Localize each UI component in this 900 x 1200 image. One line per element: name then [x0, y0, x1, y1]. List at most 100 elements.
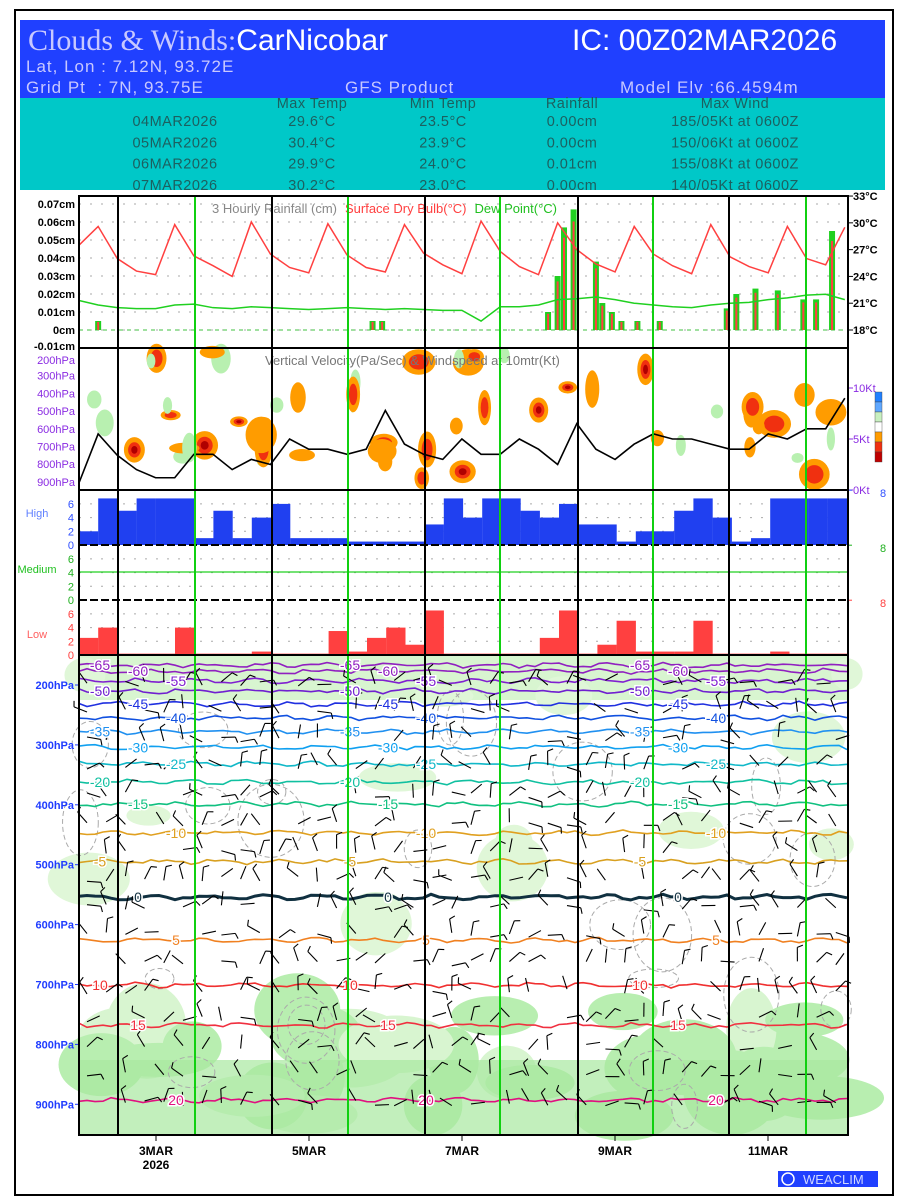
humidity-shade: [365, 892, 402, 919]
column-header: Max Wind: [701, 96, 769, 112]
wind-barb-flag: [383, 866, 387, 873]
downdraft-blob: [744, 437, 756, 458]
cloud-bar: [194, 538, 214, 545]
wind-barb: [688, 674, 702, 683]
wind-barb-flag: [458, 1058, 461, 1065]
y2-tick-label: 18°C: [853, 325, 878, 337]
wind-barb: [505, 1089, 510, 1104]
wind-barb-flag: [489, 693, 496, 698]
wind-barb: [240, 1016, 255, 1020]
cloud-bar: [751, 538, 771, 545]
wind-barb: [181, 694, 184, 709]
row-min-temp: 23.0°C: [419, 178, 467, 194]
colorbar-swatch: [874, 411, 883, 423]
updraft-blob: [87, 390, 102, 409]
wind-barb: [489, 840, 501, 852]
wind-barb: [446, 1004, 453, 1019]
wind-barb-flag: [273, 679, 278, 686]
wind-barb: [643, 1090, 648, 1105]
cloud-bar: [655, 531, 675, 545]
wind-barb: [700, 809, 711, 822]
wind-barb: [758, 1010, 772, 1018]
wind-barb: [777, 756, 789, 767]
wind-barb: [297, 816, 311, 825]
wind-barb: [585, 752, 593, 766]
wind-barb: [240, 784, 251, 796]
isotherm-wind-panel: -65-65-65-60-60-60-55-55-55-50-50-50-45-…: [35, 655, 885, 1141]
wind-barb: [739, 904, 754, 908]
wind-barb: [470, 708, 485, 714]
wind-barb: [220, 1088, 222, 1103]
wind-barb: [757, 977, 760, 992]
cloud-bar: [117, 510, 137, 545]
wind-barb: [612, 928, 625, 937]
wind-barb-flag: [766, 810, 773, 813]
wind-barb-flag: [330, 890, 335, 896]
wind-barb-flag: [681, 694, 688, 698]
y-tick-label: 0.03cm: [38, 271, 76, 283]
wind-barb: [643, 909, 658, 912]
wind-barb: [499, 1006, 510, 1018]
wind-barb: [252, 868, 261, 882]
wind-barb-flag: [818, 861, 825, 864]
wind-barb: [449, 918, 453, 933]
cloud-bar: [693, 498, 713, 545]
wind-barb: [488, 1059, 491, 1074]
wind-barb: [201, 1089, 208, 1104]
updraft-blob: [675, 434, 686, 456]
wind-barb: [196, 1003, 203, 1017]
wind-barb: [307, 951, 318, 963]
panel-frame: [78, 654, 849, 1136]
wind-barb: [73, 706, 88, 713]
wind-barb: [259, 790, 273, 798]
grid-point: Grid Pt : 7N, 93.75E: [26, 78, 204, 97]
wind-barb: [624, 707, 639, 714]
wind-barb: [432, 1012, 447, 1018]
wind-barb-flag: [196, 999, 202, 1005]
wind-barb-flag: [348, 872, 355, 878]
medium-cloud-panel: 8 6 42 0 Medium: [17, 543, 886, 607]
x-tick-label: 3MAR: [139, 1144, 173, 1158]
vertical-velocity-panel: Vertical Velocity(Pa/Sec) & Windspeed at…: [37, 343, 876, 497]
wind-barb: [736, 921, 741, 936]
wind-barb: [181, 1091, 184, 1106]
updraft-blob: [454, 349, 465, 369]
wind-barb: [163, 1088, 169, 1102]
wind-barb: [362, 1014, 376, 1023]
cloud-bar: [539, 517, 560, 545]
wind-barb-flag: [596, 1011, 602, 1015]
y-tick-label: 0: [68, 540, 74, 552]
wind-barb-flag: [253, 1019, 257, 1026]
wind-barb: [353, 838, 357, 853]
isotherm-label: 15: [130, 1017, 146, 1033]
table-row: 06MAR2026 29.9°C 24.0°C 0.01cm 155/08Kt at 0…: [132, 157, 798, 173]
wind-barb: [596, 868, 606, 881]
downdraft-core: [468, 352, 481, 362]
wind-barb: [528, 868, 539, 880]
cloud-bar: [386, 627, 406, 655]
wind-barb: [240, 738, 255, 743]
wind-barb: [795, 697, 798, 712]
wind-barb: [449, 723, 453, 738]
wind-barb-flag: [173, 758, 180, 763]
wind-barb: [432, 725, 435, 740]
cloud-bar: [770, 651, 790, 655]
wind-barb-flag: [812, 834, 818, 840]
wind-barb: [278, 838, 287, 852]
downdraft-core: [745, 397, 760, 416]
wind-barb-flag: [122, 1054, 129, 1060]
wind-barb-flag: [684, 948, 691, 951]
wind-barb-flag: [388, 906, 393, 913]
wind-barb: [805, 703, 817, 714]
cloud-bar: [155, 498, 176, 545]
wind-barb: [593, 703, 606, 713]
y-tick-label: -0.01cm: [34, 341, 75, 353]
wind-barb: [470, 840, 477, 855]
wind-barb: [489, 1011, 501, 1023]
wind-barb: [509, 876, 524, 881]
cloud-bar: [271, 503, 291, 545]
wind-barb: [642, 1061, 645, 1076]
wind-barb: [586, 1069, 600, 1076]
wind-barb: [278, 929, 291, 939]
